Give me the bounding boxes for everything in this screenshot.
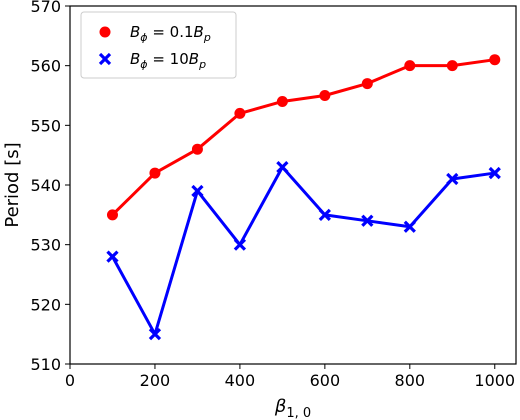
x-axis-label: β1, 0: [274, 396, 311, 420]
legend-marker-series-1: [99, 26, 111, 38]
data-point-series-1: [106, 209, 118, 221]
legend-label-series-2: Bϕ = 10Bp: [130, 50, 206, 71]
x-tick-label: 1000: [474, 371, 515, 390]
data-point-series-1: [361, 78, 373, 90]
data-point-series-2: [488, 166, 501, 180]
x-tick-label: 800: [395, 371, 426, 390]
series-line-2: [111, 165, 495, 336]
x-axis-label-main: β: [274, 396, 287, 417]
y-tick-label: 530: [30, 236, 61, 255]
data-point-series-2: [106, 250, 119, 263]
x-tick-label: 400: [225, 371, 256, 390]
series-line-1: [111, 58, 495, 216]
legend-box: [80, 11, 237, 79]
x-tick-label: 200: [140, 371, 171, 390]
data-point-series-1: [276, 95, 288, 107]
data-point-series-1: [446, 60, 458, 72]
y-tick-label: 550: [30, 116, 61, 135]
data-point-series-2: [446, 172, 459, 186]
legend: Bϕ = 0.1Bp Bϕ = 10Bp: [80, 11, 237, 79]
y-tick-label: 540: [30, 176, 61, 195]
data-point-series-2: [318, 208, 331, 221]
data-point-series-1: [234, 107, 246, 119]
legend-marker-series-2: [98, 52, 112, 66]
y-axis-label: Period [s]: [2, 142, 23, 227]
data-point-series-1: [489, 54, 501, 66]
y-tick-label: 520: [30, 295, 61, 314]
data-point-series-1: [319, 90, 331, 101]
x-tick-label: 600: [310, 371, 341, 390]
y-tick-label: 560: [30, 57, 61, 76]
data-point-series-1: [404, 60, 416, 72]
data-point-series-1: [149, 167, 161, 179]
data-point-series-2: [191, 184, 204, 198]
data-point-series-2: [233, 238, 247, 251]
data-point-series-2: [361, 214, 374, 227]
data-point-series-2: [276, 160, 289, 174]
data-point-series-1: [191, 143, 203, 155]
x-tick-label: 0: [65, 371, 75, 390]
x-axis-label-sub: 1, 0: [286, 406, 311, 420]
legend-label-series-1: Bϕ = 0.1Bp: [130, 23, 211, 44]
data-point-series-2: [148, 328, 162, 341]
y-tick-label: 510: [30, 355, 61, 374]
y-tick-label: 570: [30, 0, 61, 16]
data-point-series-2: [403, 220, 416, 233]
